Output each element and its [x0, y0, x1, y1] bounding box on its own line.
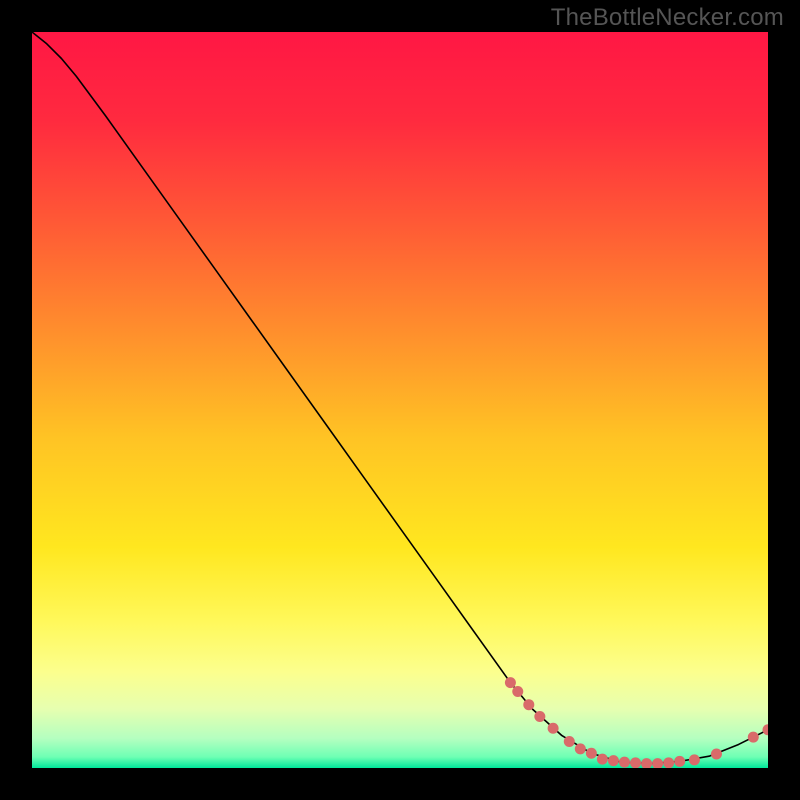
gradient-background — [32, 32, 768, 768]
data-marker — [711, 749, 722, 760]
data-marker — [630, 757, 641, 768]
data-marker — [619, 757, 630, 768]
data-marker — [523, 699, 534, 710]
data-marker — [689, 754, 700, 765]
data-marker — [663, 757, 674, 768]
watermark-text: TheBottleNecker.com — [551, 4, 784, 32]
data-marker — [586, 748, 597, 759]
data-marker — [674, 756, 685, 767]
data-marker — [748, 732, 759, 743]
data-marker — [534, 711, 545, 722]
data-marker — [608, 755, 619, 766]
data-marker — [564, 736, 575, 747]
data-marker — [505, 677, 516, 688]
chart-svg — [32, 32, 768, 768]
plot-area — [32, 32, 768, 768]
data-marker — [575, 743, 586, 754]
chart-frame: TheBottleNecker.com — [0, 0, 800, 800]
data-marker — [512, 686, 523, 697]
data-marker — [597, 754, 608, 765]
data-marker — [548, 723, 559, 734]
